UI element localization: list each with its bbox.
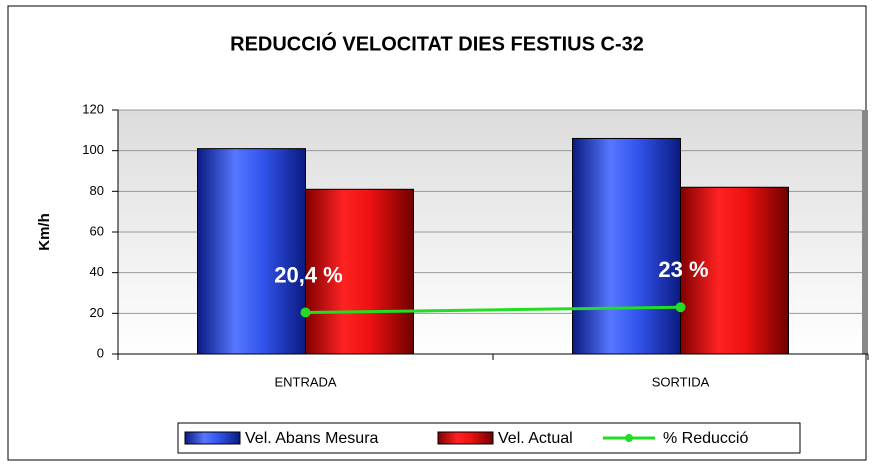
line-series [305, 305, 681, 315]
y-tick-label: 60 [90, 223, 104, 238]
bar [572, 137, 681, 355]
y-tick-label: 40 [90, 264, 104, 279]
legend-swatch [184, 431, 241, 445]
y-tick-label: 80 [90, 183, 104, 198]
y-tick-label: 100 [82, 142, 104, 157]
data-label: 20,4 % [274, 262, 343, 287]
y-tick-label: 20 [90, 305, 104, 320]
x-tick-label: SORTIDA [652, 374, 710, 389]
y-axis-label: Km/h [36, 213, 53, 251]
data-label: 23 % [658, 257, 708, 282]
plot-wall [862, 110, 868, 354]
line-point [300, 307, 311, 318]
x-tick-label: ENTRADA [274, 374, 336, 389]
legend-swatch [437, 431, 494, 445]
legend-label: % Reducció [663, 430, 748, 447]
legend-marker [625, 434, 633, 442]
bar [197, 148, 306, 355]
legend-label: Vel. Abans Mesura [245, 430, 379, 447]
line-point [675, 302, 686, 313]
chart-title: REDUCCIÓ VELOCITAT DIES FESTIUS C-32 [230, 31, 644, 55]
bar [305, 188, 414, 355]
bar [680, 186, 789, 355]
y-tick-label: 120 [82, 101, 104, 116]
legend-label: Vel. Actual [498, 430, 573, 447]
y-tick-label: 0 [97, 345, 104, 360]
